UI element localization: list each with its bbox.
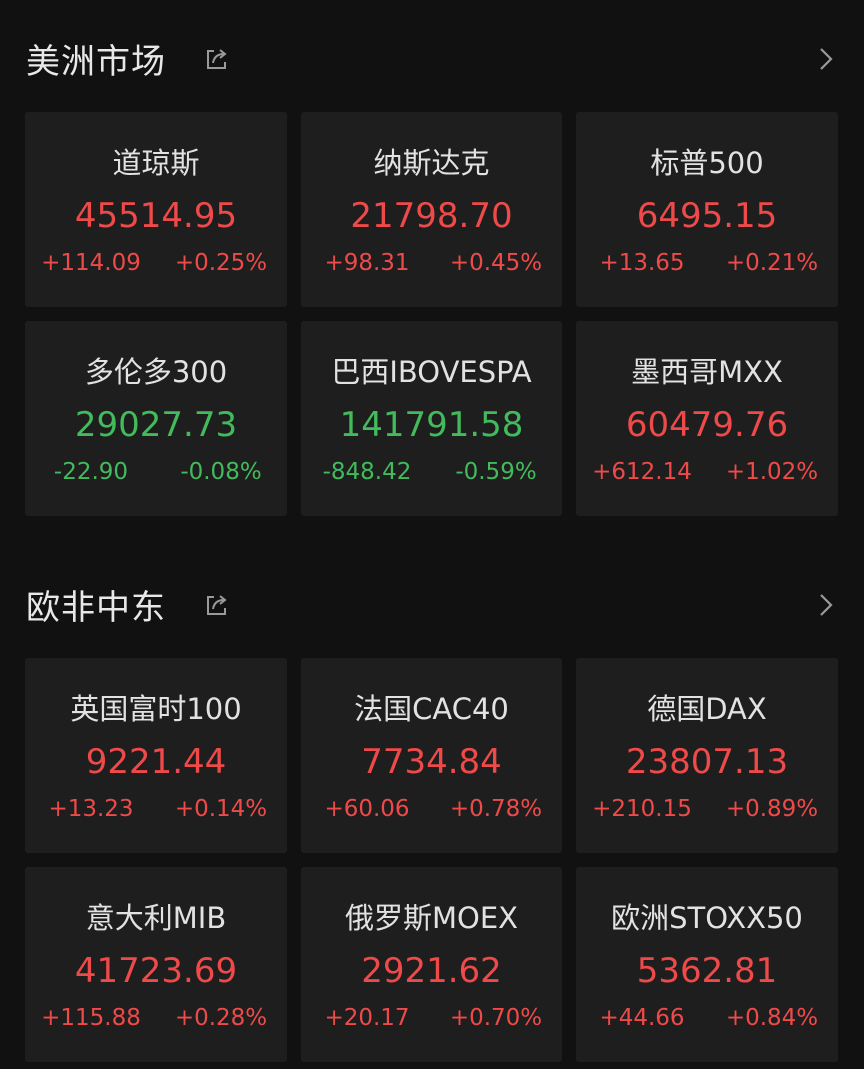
- index-price: 23807.13: [625, 742, 789, 782]
- chevron-right-icon[interactable]: [818, 46, 834, 72]
- index-card[interactable]: 俄罗斯MOEX 2921.62 +20.17 +0.70%: [301, 867, 562, 1062]
- index-price: 6495.15: [636, 196, 778, 236]
- index-price: 7734.84: [361, 742, 502, 782]
- index-change: -22.90: [53, 459, 129, 485]
- section-0: 美洲市场道琼斯 45514.95 +114.09 +0.25% 纳斯达克 21798.70…: [0, 0, 864, 516]
- section-title: 欧非中东: [26, 588, 166, 628]
- index-percent: +0.14%: [174, 796, 268, 822]
- index-price: 60479.76: [625, 405, 789, 445]
- index-percent: +0.70%: [449, 1005, 543, 1031]
- index-price: 141791.58: [339, 405, 524, 445]
- index-name: 意大利MIB: [85, 901, 227, 935]
- index-name: 多伦多300: [84, 355, 228, 389]
- index-card[interactable]: 欧洲STOXX50 5362.81 +44.66 +0.84%: [576, 867, 838, 1062]
- section-1: 欧非中东英国富时100 9221.44 +13.23 +0.14% 法国CAC40 773…: [0, 546, 864, 1062]
- index-change: -848.42: [322, 459, 412, 485]
- index-name: 纳斯达克: [373, 146, 490, 180]
- index-name: 欧洲STOXX50: [611, 901, 803, 935]
- index-card[interactable]: 法国CAC40 7734.84 +60.06 +0.78%: [301, 658, 562, 853]
- index-card[interactable]: 巴西IBOVESPA 141791.58 -848.42 -0.59%: [301, 321, 562, 516]
- index-percent: +0.21%: [725, 250, 819, 276]
- index-grid: 道琼斯 45514.95 +114.09 +0.25% 纳斯达克 21798.70 +98.…: [25, 112, 864, 516]
- index-change: +13.23: [48, 796, 134, 822]
- index-change: +60.06: [324, 796, 410, 822]
- index-price: 29027.73: [74, 405, 238, 445]
- index-change: +210.15: [592, 796, 692, 822]
- section-title: 美洲市场: [26, 42, 166, 82]
- index-percent: +0.25%: [174, 250, 268, 276]
- section-header[interactable]: 美洲市场: [0, 0, 864, 112]
- index-percent: +0.28%: [174, 1005, 268, 1031]
- index-percent: +0.78%: [449, 796, 543, 822]
- index-name: 俄罗斯MOEX: [344, 901, 519, 935]
- index-price: 41723.69: [74, 951, 238, 991]
- index-percent: +0.45%: [449, 250, 543, 276]
- index-price: 45514.95: [74, 196, 238, 236]
- share-icon[interactable]: [204, 46, 230, 72]
- index-price: 9221.44: [85, 742, 227, 782]
- index-card[interactable]: 纳斯达克 21798.70 +98.31 +0.45%: [301, 112, 562, 307]
- section-header[interactable]: 欧非中东: [0, 546, 864, 658]
- share-icon[interactable]: [204, 592, 230, 618]
- index-percent: +0.89%: [725, 796, 819, 822]
- index-name: 法国CAC40: [354, 692, 509, 726]
- index-percent: -0.59%: [455, 459, 537, 485]
- index-price: 21798.70: [350, 196, 513, 236]
- index-name: 德国DAX: [647, 692, 767, 726]
- index-card[interactable]: 德国DAX 23807.13 +210.15 +0.89%: [576, 658, 838, 853]
- index-change: +20.17: [324, 1005, 410, 1031]
- index-change: +44.66: [599, 1005, 685, 1031]
- index-card[interactable]: 标普500 6495.15 +13.65 +0.21%: [576, 112, 838, 307]
- index-change: +98.31: [324, 250, 410, 276]
- index-price: 2921.62: [361, 951, 502, 991]
- index-percent: +0.84%: [725, 1005, 819, 1031]
- index-change: +115.88: [41, 1005, 141, 1031]
- index-percent: +1.02%: [725, 459, 819, 485]
- index-name: 墨西哥MXX: [631, 355, 783, 389]
- index-price: 5362.81: [636, 951, 778, 991]
- index-name: 巴西IBOVESPA: [331, 355, 532, 389]
- index-name: 标普500: [650, 146, 764, 180]
- index-card[interactable]: 意大利MIB 41723.69 +115.88 +0.28%: [25, 867, 287, 1062]
- index-name: 道琼斯: [112, 146, 200, 180]
- index-card[interactable]: 英国富时100 9221.44 +13.23 +0.14%: [25, 658, 287, 853]
- index-card[interactable]: 道琼斯 45514.95 +114.09 +0.25%: [25, 112, 287, 307]
- index-percent: -0.08%: [180, 459, 262, 485]
- index-card[interactable]: 多伦多300 29027.73 -22.90 -0.08%: [25, 321, 287, 516]
- index-grid: 英国富时100 9221.44 +13.23 +0.14% 法国CAC40 7734.84…: [25, 658, 864, 1062]
- index-change: +612.14: [592, 459, 692, 485]
- index-change: +13.65: [599, 250, 685, 276]
- index-card[interactable]: 墨西哥MXX 60479.76 +612.14 +1.02%: [576, 321, 838, 516]
- index-change: +114.09: [41, 250, 141, 276]
- index-name: 英国富时100: [70, 692, 242, 726]
- chevron-right-icon[interactable]: [818, 592, 834, 618]
